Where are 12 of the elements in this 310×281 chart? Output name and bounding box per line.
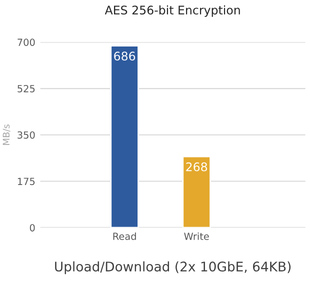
x-tick-label: Write [184,232,209,240]
y-tick-label: 525 [18,84,35,92]
data-label: 268 [186,162,208,172]
data-label: 686 [114,52,136,61]
chart-title: AES 256-bit Encryption [104,5,240,17]
y-tick-label: 700 [18,38,35,46]
y-tick-label: 175 [18,178,35,186]
x-axis-title: Upload/Download (2x 10GbE, 64KB) [55,261,291,274]
x-tick-label: Read [113,232,136,240]
y-tick-label: 350 [18,131,35,139]
y-axis-title: MB/s [2,124,10,145]
y-tick-label: 0 [30,224,35,232]
